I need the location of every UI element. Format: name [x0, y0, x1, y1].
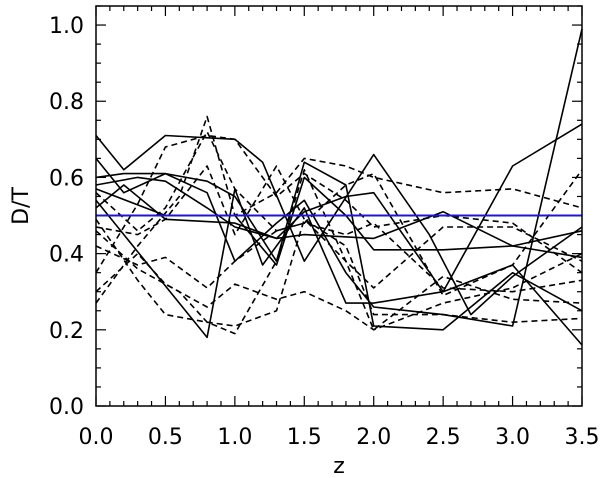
x-tick-label: 0.5 — [148, 425, 183, 450]
y-tick-label: 0.8 — [49, 90, 84, 115]
series-line-12 — [95, 252, 583, 331]
series-group — [95, 28, 583, 346]
series-line-6 — [95, 28, 583, 327]
x-tick-label: 1.5 — [287, 425, 322, 450]
series-line-14 — [95, 169, 583, 335]
series-line-13 — [95, 218, 583, 327]
y-tick-label: 0.0 — [49, 395, 84, 420]
y-tick-labels: 0.0 0.2 0.4 0.6 0.8 1.0 — [49, 14, 84, 420]
x-tick-labels: 0.0 0.5 1.0 1.5 2.0 2.5 3.0 3.5 — [79, 425, 600, 450]
axis-ticks — [95, 5, 583, 407]
y-tick-label: 0.4 — [49, 243, 84, 268]
series-line-5 — [95, 188, 583, 346]
x-tick-label: 0.0 — [79, 425, 114, 450]
y-tick-label: 1.0 — [49, 14, 84, 39]
x-tick-label: 2.0 — [356, 425, 391, 450]
y-tick-label: 0.6 — [49, 166, 84, 191]
y-tick-label: 0.2 — [49, 319, 84, 344]
x-tick-label: 2.5 — [426, 425, 461, 450]
series-line-7 — [95, 134, 583, 316]
series-line-9 — [95, 134, 583, 274]
series-line-3 — [95, 176, 583, 266]
series-line-11 — [95, 222, 583, 293]
series-line-4 — [95, 184, 583, 259]
x-tick-label: 3.0 — [495, 425, 530, 450]
y-axis-label: D/T — [9, 187, 34, 225]
x-axis-label: z — [333, 454, 345, 478]
series-line-8 — [95, 115, 583, 304]
x-tick-label: 3.5 — [565, 425, 600, 450]
plot-frame — [95, 5, 583, 407]
x-tick-label: 1.0 — [217, 425, 252, 450]
series-line-2 — [95, 123, 583, 293]
series-line-15 — [95, 130, 583, 297]
